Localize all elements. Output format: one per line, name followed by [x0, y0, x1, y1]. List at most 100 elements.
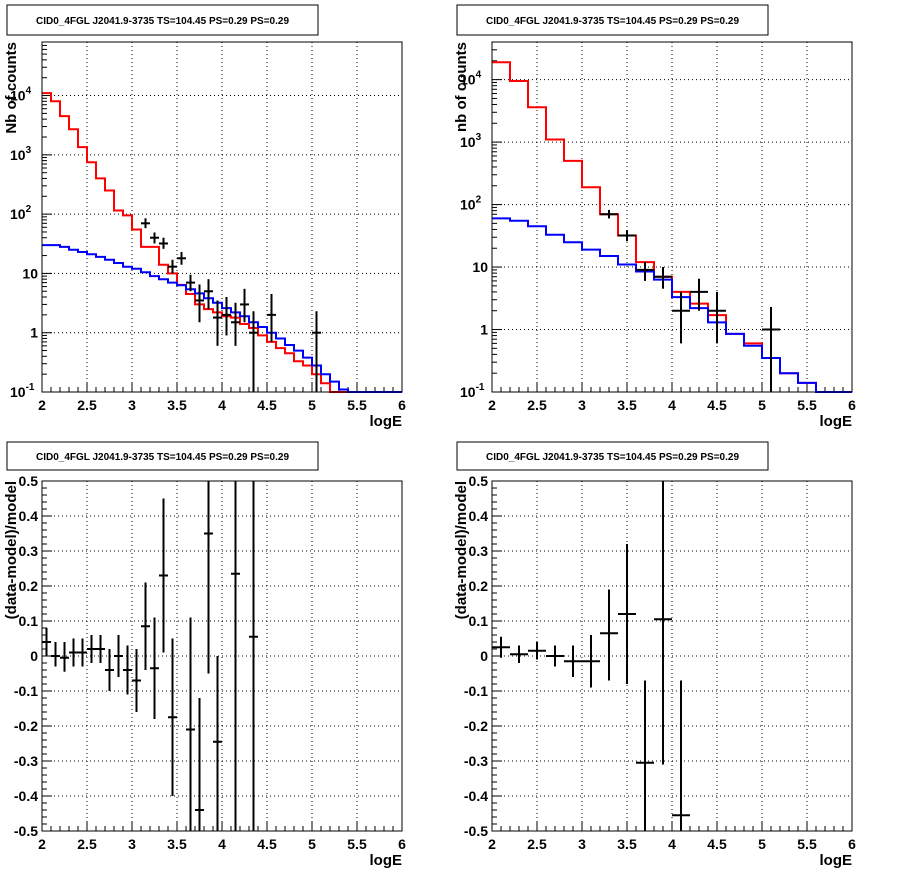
y-axis-label: (data-model)/model	[3, 481, 20, 619]
data-point	[168, 259, 177, 274]
data-point	[60, 642, 69, 672]
y-tick-label: 103	[10, 145, 32, 163]
title-box	[6, 4, 319, 36]
y-tick-label: 0	[480, 648, 488, 664]
x-tick-label: 5	[758, 836, 766, 852]
y-tick-label: 0.3	[469, 543, 489, 559]
data-point	[42, 628, 51, 656]
x-axis-label: logE	[820, 413, 853, 430]
x-tick-label: 6	[398, 397, 406, 413]
plot-frame	[491, 480, 853, 832]
x-tick-label: 2	[488, 836, 496, 852]
y-axis-label: nb of counts	[453, 42, 470, 132]
y-tick-label: 10-1	[460, 382, 485, 400]
y-tick-label: 0.3	[19, 543, 39, 559]
y-tick-label: 0.1	[469, 613, 489, 629]
x-tick-label: 4.5	[257, 397, 277, 413]
data-point	[564, 645, 582, 677]
y-tick-label: -0.1	[464, 683, 488, 699]
data-point	[249, 311, 258, 392]
y-tick-label: 102	[460, 195, 482, 213]
x-tick-label: 4	[218, 397, 226, 413]
x-tick-label: 2.5	[527, 836, 547, 852]
title-box	[456, 441, 769, 471]
data-point	[636, 262, 654, 281]
y-tick-label: 0.5	[19, 473, 39, 489]
data-point	[177, 251, 186, 265]
x-tick-label: 3.5	[617, 836, 637, 852]
data-point	[159, 237, 168, 249]
x-tick-label: 4.5	[257, 836, 277, 852]
data-point	[186, 274, 195, 292]
title-box	[456, 4, 769, 36]
x-tick-label: 4.5	[707, 397, 727, 413]
data-point	[618, 230, 636, 242]
data-point	[159, 498, 168, 653]
x-tick-label: 2.5	[77, 397, 97, 413]
data-point	[186, 617, 195, 831]
data-point	[114, 635, 123, 677]
y-tick-label: -0.3	[14, 753, 38, 769]
data-point	[510, 645, 528, 663]
y-axis-label: Nb of counts	[3, 42, 20, 134]
y-tick-label: 0.4	[469, 508, 489, 524]
data-point	[231, 481, 240, 831]
data-point	[123, 645, 132, 695]
data-point	[96, 635, 105, 663]
x-tick-label: 2.5	[527, 397, 547, 413]
data-point	[708, 291, 726, 344]
data-point	[150, 232, 159, 244]
data-point	[582, 635, 600, 688]
x-tick-label: 3	[128, 397, 136, 413]
data-point	[51, 642, 60, 667]
panel-resid-right: CID0_4FGL J2041.9-3735 TS=104.45 PS=0.29…	[453, 441, 856, 869]
x-tick-label: 3	[578, 397, 586, 413]
data-point	[213, 300, 222, 346]
y-tick-label: 103	[460, 132, 482, 150]
y-tick-label: 0.2	[19, 578, 39, 594]
plot-frame	[41, 480, 403, 832]
data-point	[87, 635, 96, 663]
y-tick-label: 102	[10, 204, 32, 222]
x-tick-label: 6	[398, 836, 406, 852]
x-tick-label: 2.5	[77, 836, 97, 852]
panel-counts-right: CID0_4FGL J2041.9-3735 TS=104.45 PS=0.29…	[453, 4, 856, 430]
data-point	[141, 582, 150, 670]
data-point	[600, 209, 618, 219]
data-point	[222, 297, 231, 336]
data-point	[69, 638, 78, 667]
x-tick-label: 3	[578, 836, 586, 852]
x-tick-label: 6	[848, 397, 856, 413]
x-tick-label: 3.5	[167, 397, 187, 413]
y-tick-label: 10-1	[10, 382, 35, 400]
data-point	[762, 306, 780, 392]
data-point	[546, 645, 564, 667]
x-tick-label: 5.5	[797, 836, 817, 852]
data-point	[672, 680, 690, 831]
y-tick-label: 104	[10, 86, 32, 104]
panel-resid-left: CID0_4FGL J2041.9-3735 TS=104.45 PS=0.29…	[3, 441, 406, 869]
data-point	[204, 279, 213, 310]
x-tick-label: 5.5	[797, 397, 817, 413]
x-tick-label: 4	[668, 836, 676, 852]
data-point	[600, 589, 618, 681]
title-box	[6, 441, 319, 471]
y-tick-label: 0.2	[469, 578, 489, 594]
x-tick-label: 6	[848, 836, 856, 852]
y-tick-label: 10	[472, 259, 488, 275]
data-point	[204, 481, 213, 674]
x-tick-label: 3	[128, 836, 136, 852]
data-point	[654, 267, 672, 289]
y-tick-label: -0.1	[14, 683, 38, 699]
data-point	[636, 680, 654, 831]
y-tick-label: -0.3	[464, 753, 488, 769]
data-point	[168, 638, 177, 796]
y-tick-label: -0.4	[464, 788, 488, 804]
y-tick-label: -0.2	[464, 718, 488, 734]
data-point	[195, 698, 204, 831]
x-axis-label: logE	[820, 852, 853, 869]
data-point	[690, 278, 708, 311]
series-model-background-line	[492, 217, 852, 393]
